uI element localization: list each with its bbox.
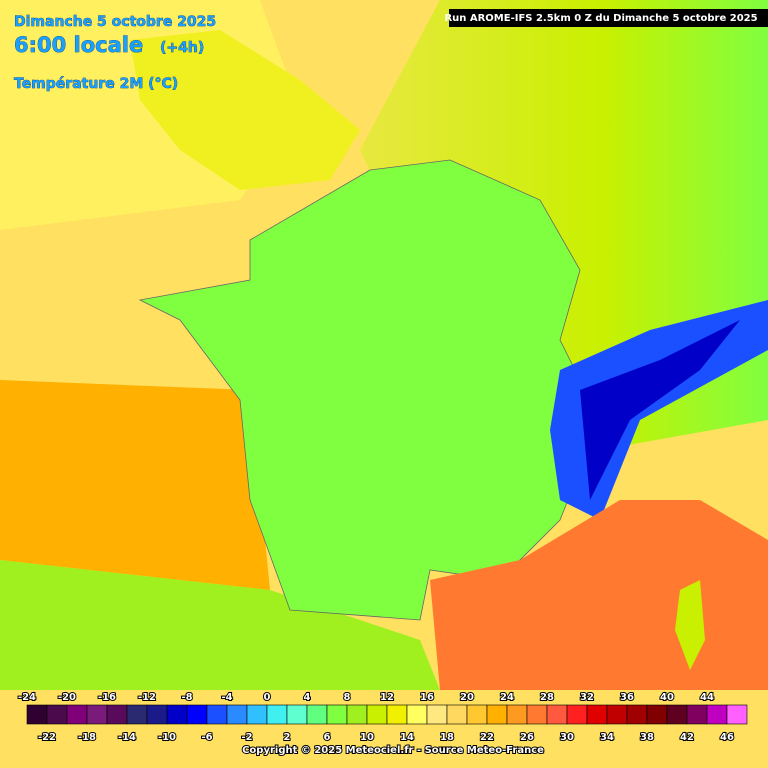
color-swatch xyxy=(666,704,688,725)
color-swatch xyxy=(386,704,408,725)
color-swatch xyxy=(366,704,388,725)
color-swatch xyxy=(126,704,148,725)
scale-label: 34 xyxy=(600,732,614,743)
scale-label: 36 xyxy=(620,692,634,703)
scale-label: -18 xyxy=(78,732,96,743)
color-swatch xyxy=(146,704,168,725)
scale-label: 24 xyxy=(500,692,514,703)
scale-label: 6 xyxy=(324,732,331,743)
scale-label: -6 xyxy=(201,732,212,743)
scale-label: -16 xyxy=(98,692,116,703)
color-swatch xyxy=(286,704,308,725)
scale-label: 18 xyxy=(440,732,454,743)
color-swatch xyxy=(446,704,468,725)
scale-label: -20 xyxy=(58,692,76,703)
scale-label: 32 xyxy=(580,692,594,703)
scale-label: 20 xyxy=(460,692,474,703)
scale-label: 46 xyxy=(720,732,734,743)
color-swatch xyxy=(626,704,648,725)
scale-label: 10 xyxy=(360,732,374,743)
scale-label: -14 xyxy=(118,732,136,743)
scale-label: -22 xyxy=(38,732,56,743)
color-swatch xyxy=(246,704,268,725)
color-swatch xyxy=(686,704,708,725)
color-swatch xyxy=(266,704,288,725)
color-swatch xyxy=(86,704,108,725)
offset: (+4h) xyxy=(160,40,204,56)
color-swatch xyxy=(186,704,208,725)
alps-high xyxy=(580,320,740,500)
color-swatch xyxy=(106,704,128,725)
scale-label: 14 xyxy=(400,732,414,743)
color-swatch xyxy=(166,704,188,725)
scale-label: 44 xyxy=(700,692,714,703)
scale-label: 38 xyxy=(640,732,654,743)
color-swatch xyxy=(66,704,88,725)
scale-label: 4 xyxy=(304,692,311,703)
color-swatch xyxy=(406,704,428,725)
color-swatch xyxy=(566,704,588,725)
color-swatch xyxy=(486,704,508,725)
scale-label: 16 xyxy=(420,692,434,703)
color-swatch xyxy=(646,704,668,725)
color-swatch xyxy=(346,704,368,725)
time: 6:00 locale xyxy=(14,33,143,57)
scale-label: 40 xyxy=(660,692,674,703)
copyright: Copyright © 2025 Meteociel.fr - Source M… xyxy=(242,745,544,756)
scale-label: 2 xyxy=(284,732,291,743)
color-swatch xyxy=(726,704,748,725)
scale-label: -2 xyxy=(241,732,252,743)
color-swatch xyxy=(206,704,228,725)
scale-label: -12 xyxy=(138,692,156,703)
scale-label: -24 xyxy=(18,692,36,703)
color-swatch xyxy=(326,704,348,725)
date: Dimanche 5 octobre 2025 xyxy=(14,14,216,30)
scale-label: -4 xyxy=(221,692,232,703)
color-swatch xyxy=(26,704,48,725)
color-swatch xyxy=(606,704,628,725)
corsica xyxy=(675,580,705,670)
run-banner xyxy=(449,9,768,27)
scale-label: 30 xyxy=(560,732,574,743)
scale-label: 12 xyxy=(380,692,394,703)
scale-label: 28 xyxy=(540,692,554,703)
color-swatch xyxy=(306,704,328,725)
scale-label: 42 xyxy=(680,732,694,743)
color-swatch xyxy=(586,704,608,725)
color-swatch xyxy=(226,704,248,725)
scale-label: -8 xyxy=(181,692,192,703)
colorbar: -24-22-20-18-16-14-12-10-8-6-4-202468101… xyxy=(17,691,748,744)
scale-label: -10 xyxy=(158,732,176,743)
color-swatch xyxy=(526,704,548,725)
england xyxy=(130,30,360,190)
scale-label: 22 xyxy=(480,732,494,743)
atlantic xyxy=(0,380,270,590)
color-swatch xyxy=(706,704,728,725)
scale-label: 8 xyxy=(344,692,351,703)
color-swatch xyxy=(506,704,528,725)
scale-label: 0 xyxy=(264,692,271,703)
color-swatch xyxy=(546,704,568,725)
color-swatch xyxy=(426,704,448,725)
color-swatch xyxy=(466,704,488,725)
color-swatch xyxy=(46,704,68,725)
variable: Température 2M (°C) xyxy=(14,76,178,92)
scale-label: 26 xyxy=(520,732,534,743)
run-info: Run AROME-IFS 2.5km 0 Z du Dimanche 5 oc… xyxy=(444,13,757,24)
spain xyxy=(0,560,440,690)
